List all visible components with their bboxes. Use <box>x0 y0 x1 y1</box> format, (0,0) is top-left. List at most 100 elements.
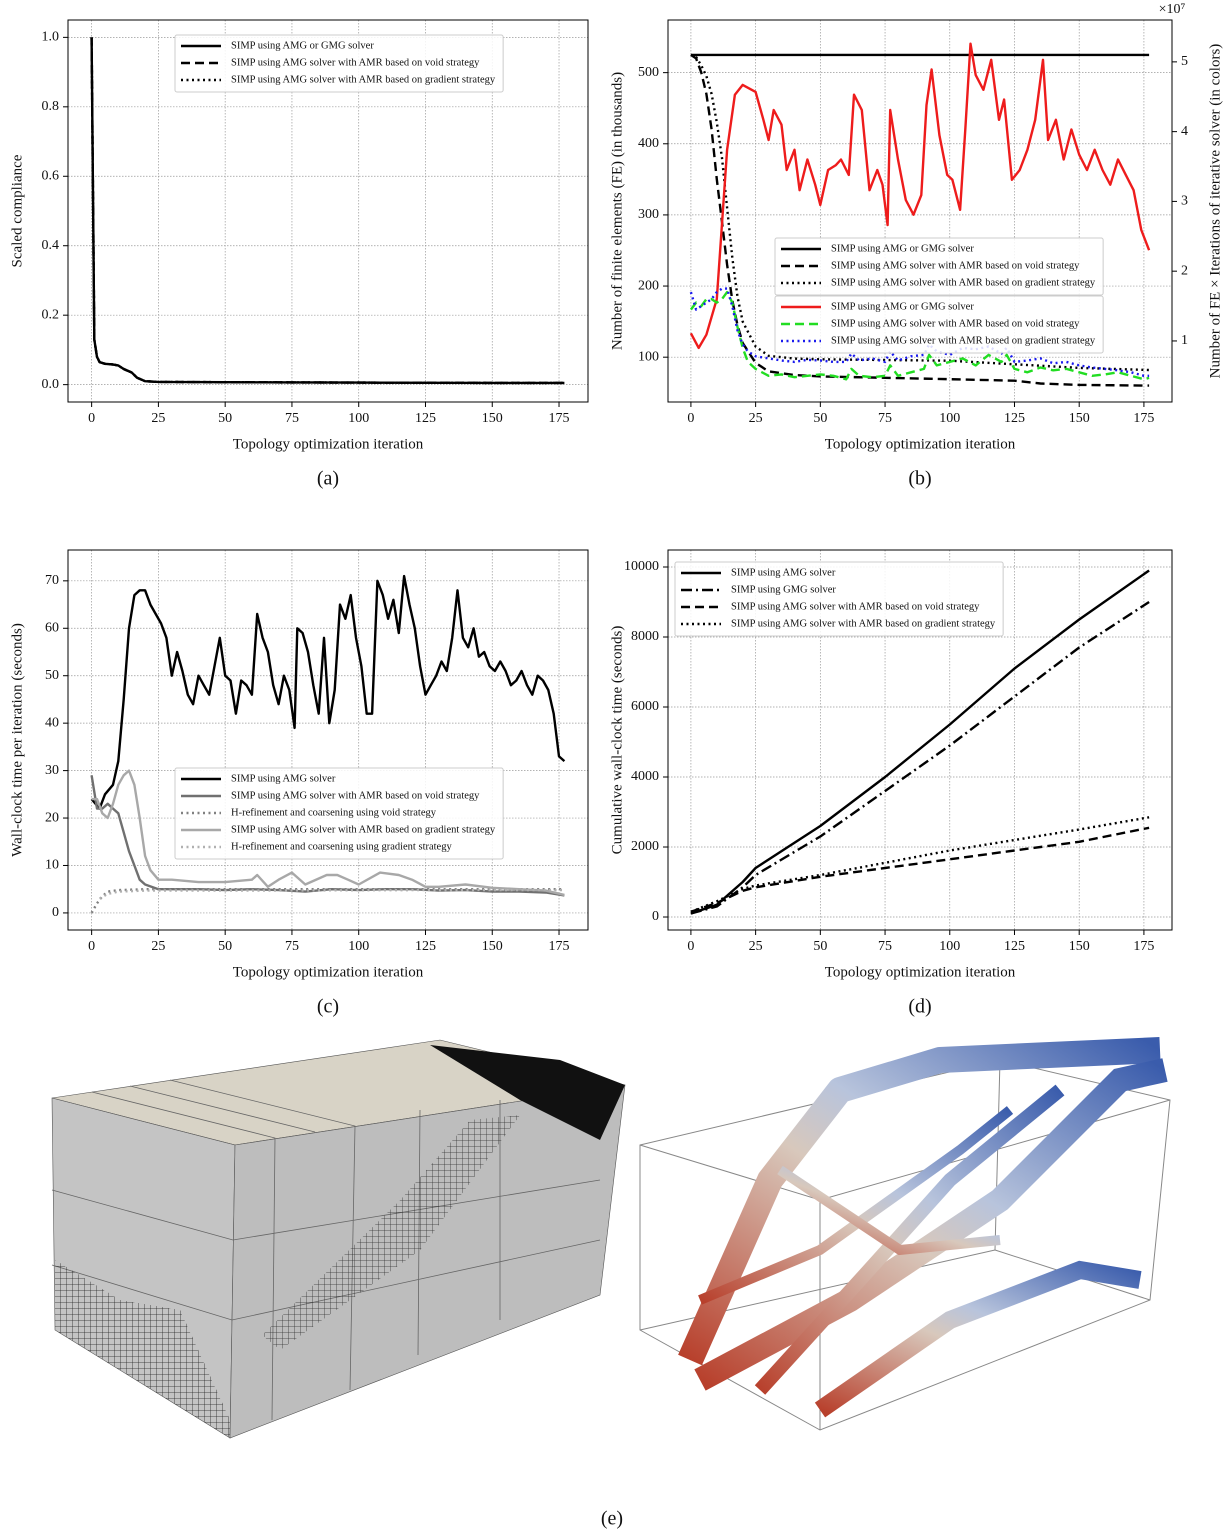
x-tick-label: 100 <box>348 939 369 954</box>
y-axis-label: Scaled compliance <box>9 154 25 267</box>
plot-frame <box>68 550 588 930</box>
legend-label: SIMP using AMG solver with AMR based on … <box>731 601 980 612</box>
y-axis-label: Wall-clock time per iteration (seconds) <box>9 623 25 857</box>
x-tick-label: 150 <box>1069 411 1090 426</box>
y-tick-label: 200 <box>638 278 659 293</box>
y-axis-label: Cumulative wall-clock time (seconds) <box>609 626 625 855</box>
x-tick-label: 175 <box>1133 411 1154 426</box>
y2-tick-label: 5 <box>1181 54 1188 69</box>
legend-label: SIMP using AMG solver with AMR based on … <box>731 618 996 629</box>
x-tick-label: 25 <box>151 411 165 426</box>
legend-label: SIMP using AMG solver with AMR based on … <box>231 824 496 835</box>
y2-tick-label: 1 <box>1181 333 1188 348</box>
y-tick-label: 0.8 <box>42 99 60 114</box>
y-tick-label: 0.4 <box>42 238 60 253</box>
legend-label: SIMP using AMG or GMG solver <box>231 40 374 51</box>
legend-label: H-refinement and coarsening using gradie… <box>231 841 452 852</box>
y2-axis-label: Number of FE × Iterations of iterative s… <box>1207 44 1223 379</box>
chart: 0 25 50 75 100 125 150 175 0.0 0.2 0.4 0.6 0.8 1.0 Top… <box>9 20 588 490</box>
y-tick-label: 6000 <box>631 699 659 714</box>
x-tick-label: 50 <box>813 939 827 954</box>
y-tick-label: 40 <box>45 715 59 730</box>
x-tick-label: 150 <box>1069 939 1090 954</box>
structure-rendering <box>640 1050 1170 1430</box>
legend: SIMP using AMG or GMG solver SIMP using A… <box>775 238 1103 295</box>
x-tick-label: 100 <box>939 411 960 426</box>
y-tick-label: 10000 <box>624 559 659 574</box>
chart-caption: (d) <box>908 996 931 1018</box>
y-tick-label: 0.6 <box>42 168 60 183</box>
legend: SIMP using AMG solver SIMP using GMG solv… <box>675 562 1003 636</box>
x-tick-label: 125 <box>1004 939 1025 954</box>
chart-caption: (a) <box>317 468 339 490</box>
legend-label: SIMP using AMG solver with AMR based on … <box>231 74 496 85</box>
x-tick-label: 175 <box>549 411 570 426</box>
x-tick-label: 0 <box>687 939 694 954</box>
x-tick-label: 150 <box>482 411 503 426</box>
y-tick-label: 0.0 <box>42 377 60 392</box>
y-tick-label: 4000 <box>631 769 659 784</box>
x-tick-label: 25 <box>151 939 165 954</box>
legend-label: SIMP using AMG solver with AMR based on … <box>831 335 1096 346</box>
y-tick-label: 0.2 <box>42 307 60 322</box>
legend-label: SIMP using AMG or GMG solver <box>831 243 974 254</box>
x-tick-label: 75 <box>285 939 299 954</box>
x-tick-label: 0 <box>687 411 694 426</box>
y-axis-label: Number of finite elements (FE) (in thous… <box>609 72 625 350</box>
y-tick-label: 400 <box>638 136 659 151</box>
x-tick-label: 75 <box>878 939 892 954</box>
x-tick-label: 75 <box>878 411 892 426</box>
y-tick-label: 2000 <box>631 839 659 854</box>
x-tick-label: 175 <box>549 939 570 954</box>
legend-label: SIMP using AMG solver with AMR based on … <box>831 260 1080 271</box>
x-tick-label: 25 <box>749 411 763 426</box>
x-tick-label: 75 <box>285 411 299 426</box>
legend: SIMP using AMG or GMG solver SIMP using A… <box>175 35 503 92</box>
x-tick-label: 0 <box>88 411 95 426</box>
x-tick-label: 125 <box>415 411 436 426</box>
y2-tick-label: 3 <box>1181 194 1188 209</box>
legend-label: SIMP using AMG or GMG solver <box>831 301 974 312</box>
y-tick-label: 70 <box>45 573 59 588</box>
chart-caption: (c) <box>317 996 339 1018</box>
y-tick-label: 500 <box>638 65 659 80</box>
y-tick-label: 50 <box>45 668 59 683</box>
x-axis-label: Topology optimization iteration <box>825 964 1016 980</box>
x-tick-label: 50 <box>218 411 232 426</box>
legend: SIMP using AMG solver SIMP using AMG solv… <box>175 768 503 859</box>
legend-label: SIMP using AMG solver <box>231 773 336 784</box>
series-line <box>691 828 1149 912</box>
x-tick-label: 100 <box>939 939 960 954</box>
mesh-rendering <box>52 1040 625 1438</box>
y-tick-label: 0 <box>652 909 659 924</box>
x-tick-label: 125 <box>415 939 436 954</box>
legend-label: SIMP using AMG solver <box>731 567 836 578</box>
legend-label: SIMP using AMG solver with AMR based on … <box>231 57 480 68</box>
x-axis-label: Topology optimization iteration <box>233 964 424 980</box>
x-tick-label: 0 <box>88 939 95 954</box>
y-tick-label: 8000 <box>631 629 659 644</box>
legend-label: SIMP using AMG solver with AMR based on … <box>831 277 1096 288</box>
legend: SIMP using AMG or GMG solver SIMP using A… <box>775 296 1103 353</box>
x-axis-label: Topology optimization iteration <box>233 436 424 452</box>
y-tick-label: 60 <box>45 620 59 635</box>
x-tick-label: 175 <box>1133 939 1154 954</box>
y-tick-label: 300 <box>638 207 659 222</box>
legend-label: SIMP using AMG solver with AMR based on … <box>831 318 1080 329</box>
y-tick-label: 10 <box>45 858 59 873</box>
y-tick-label: 20 <box>45 810 59 825</box>
y-tick-label: 100 <box>638 349 659 364</box>
x-tick-label: 50 <box>218 939 232 954</box>
y2-offset-label: ×10⁷ <box>1159 2 1186 17</box>
legend-label: SIMP using GMG solver <box>731 584 836 595</box>
x-tick-label: 25 <box>749 939 763 954</box>
y2-tick-label: 2 <box>1181 263 1188 278</box>
legend-label: H-refinement and coarsening using void s… <box>231 807 437 818</box>
figure-caption: (e) <box>601 1508 623 1530</box>
y-tick-label: 1.0 <box>42 30 60 45</box>
legend-label: SIMP using AMG solver with AMR based on … <box>231 790 480 801</box>
y2-tick-label: 4 <box>1181 124 1188 139</box>
x-tick-label: 100 <box>348 411 369 426</box>
